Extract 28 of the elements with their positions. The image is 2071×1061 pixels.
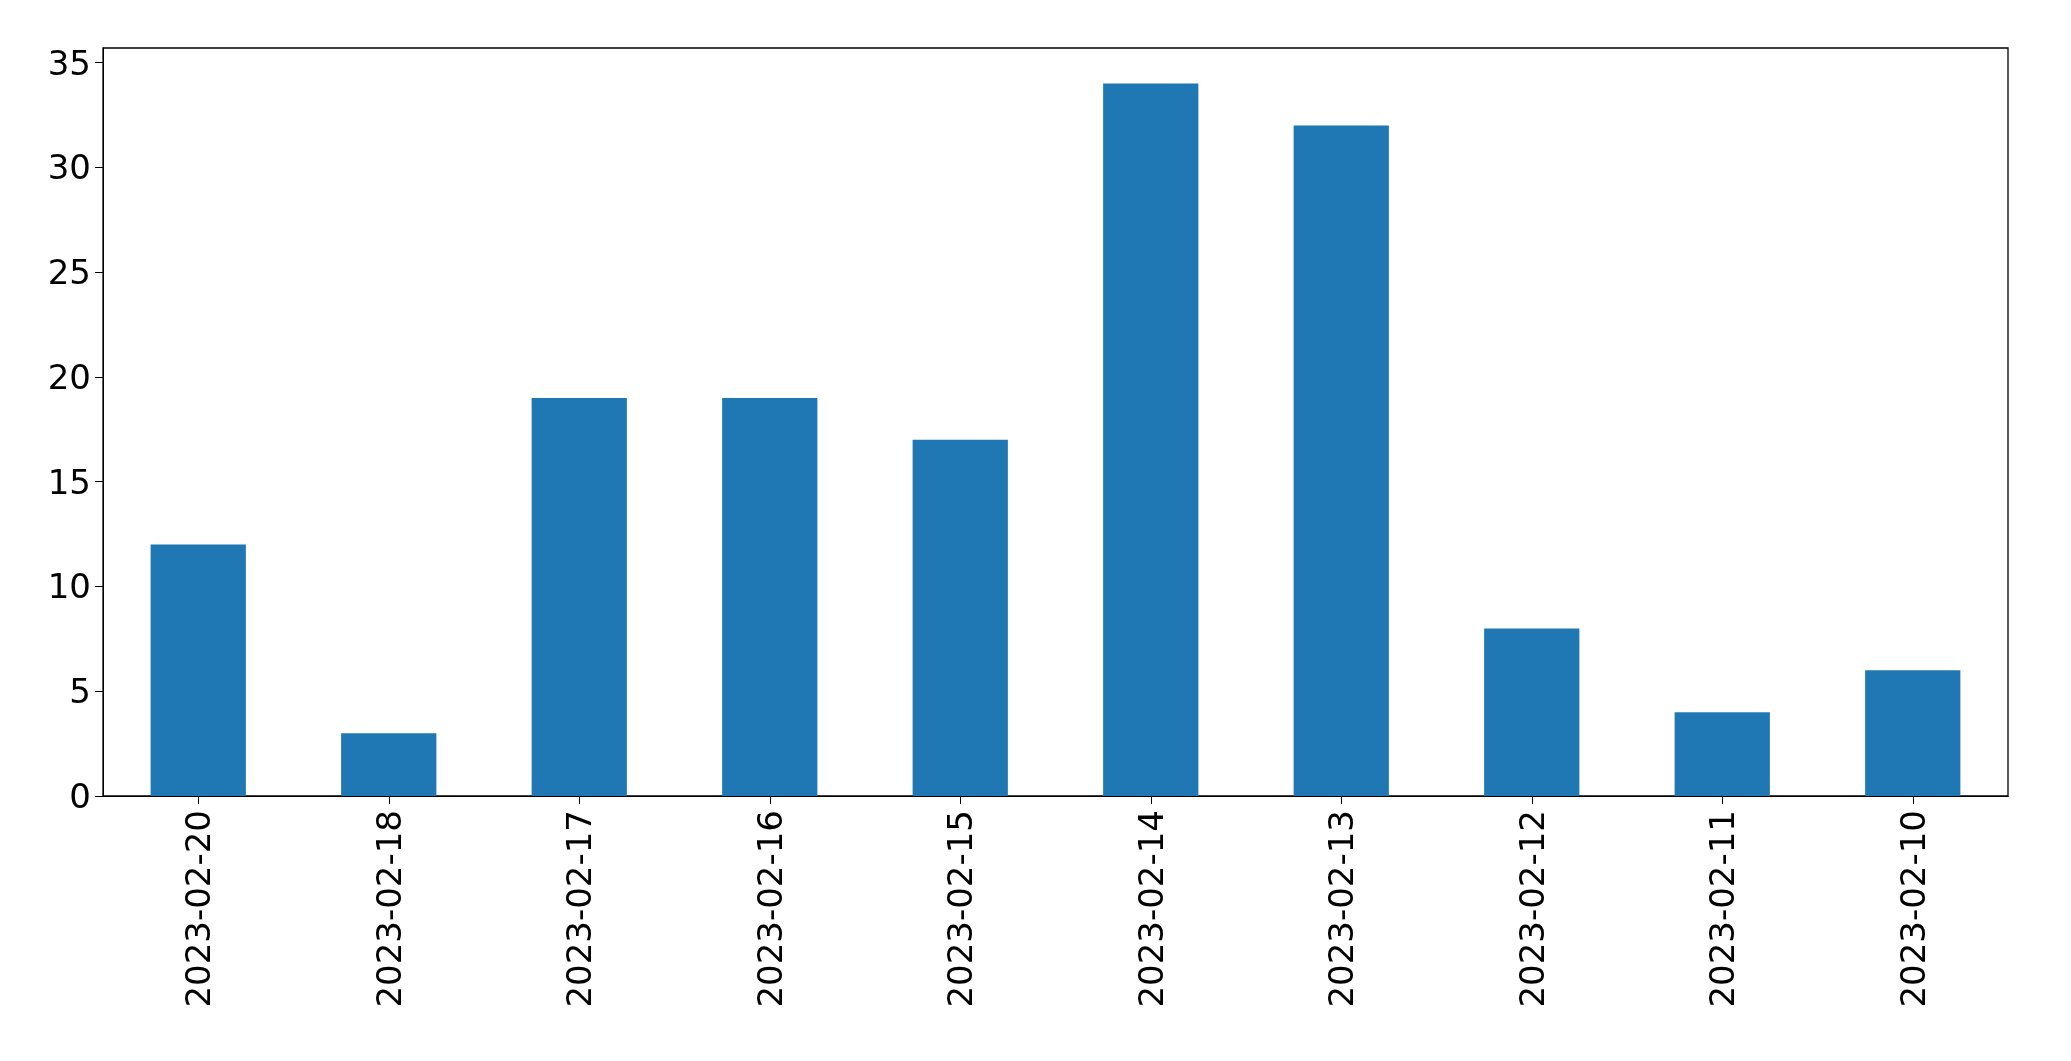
x-tick-label: 2023-02-18 [368, 810, 409, 1008]
x-tick-label: 2023-02-10 [1892, 810, 1933, 1008]
y-tick-label: 15 [47, 461, 91, 502]
bar [1103, 83, 1199, 796]
y-tick-label: 25 [47, 252, 91, 293]
y-tick-label: 10 [47, 566, 91, 607]
y-tick-label: 20 [47, 356, 91, 397]
bar [531, 397, 627, 796]
bar [341, 733, 437, 796]
bar [1293, 125, 1389, 796]
x-tick-label: 2023-02-15 [940, 810, 981, 1008]
y-tick-label: 30 [47, 147, 91, 188]
bar [912, 439, 1008, 796]
bar [1865, 670, 1961, 796]
x-tick-label: 2023-02-11 [1702, 810, 1743, 1008]
x-tick-label: 2023-02-14 [1130, 810, 1171, 1008]
y-tick-label: 0 [69, 776, 91, 816]
x-tick-label: 2023-02-17 [559, 810, 600, 1008]
bar [1674, 712, 1770, 796]
y-tick-label: 5 [69, 671, 91, 712]
bar [1484, 628, 1580, 796]
x-tick-label: 2023-02-13 [1321, 810, 1362, 1008]
y-tick-label: 35 [47, 42, 91, 83]
x-tick-label: 2023-02-16 [749, 810, 790, 1008]
bar [722, 397, 818, 796]
bar [150, 544, 246, 796]
x-tick-label: 2023-02-12 [1511, 810, 1552, 1008]
x-tick-label: 2023-02-20 [178, 810, 219, 1008]
